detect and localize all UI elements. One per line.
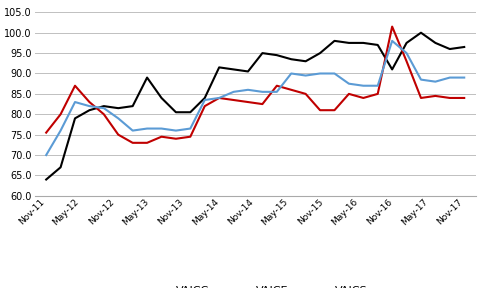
- VAICE: [245, 100, 251, 104]
- VAICC: [58, 166, 63, 169]
- VAICE: [43, 131, 49, 134]
- VAICS: [130, 129, 135, 132]
- VAICE: [317, 109, 323, 112]
- VAICE: [158, 135, 164, 139]
- VAICS: [86, 104, 92, 108]
- VAICE: [58, 113, 63, 116]
- VAICS: [404, 51, 409, 55]
- VAICE: [101, 113, 107, 116]
- VAICC: [332, 39, 337, 43]
- VAICS: [202, 98, 208, 102]
- VAICC: [274, 53, 280, 57]
- VAICC: [432, 41, 438, 45]
- VAICC: [360, 41, 366, 45]
- VAICE: [115, 133, 121, 137]
- VAICS: [43, 153, 49, 157]
- VAICC: [173, 111, 179, 114]
- VAICC: [216, 66, 222, 69]
- VAICS: [216, 96, 222, 100]
- VAICC: [418, 31, 424, 35]
- VAICS: [375, 84, 381, 88]
- VAICS: [58, 129, 63, 132]
- VAICC: [130, 104, 135, 108]
- VAICS: [158, 127, 164, 130]
- VAICE: [144, 141, 150, 145]
- VAICC: [115, 107, 121, 110]
- VAICS: [461, 76, 467, 79]
- VAICE: [231, 98, 237, 102]
- VAICC: [188, 111, 193, 114]
- VAICS: [245, 88, 251, 92]
- Legend: VAICC, VAICE, VAICS: VAICC, VAICE, VAICS: [138, 282, 372, 288]
- VAICS: [101, 107, 107, 110]
- VAICC: [260, 51, 265, 55]
- VAICE: [404, 60, 409, 63]
- VAICS: [303, 74, 309, 77]
- VAICE: [346, 92, 352, 96]
- VAICS: [418, 78, 424, 81]
- VAICE: [447, 96, 453, 100]
- VAICC: [86, 109, 92, 112]
- Line: VAICE: VAICE: [46, 26, 464, 143]
- VAICC: [389, 68, 395, 71]
- VAICE: [360, 96, 366, 100]
- VAICE: [274, 84, 280, 88]
- VAICC: [461, 45, 467, 49]
- VAICE: [173, 137, 179, 141]
- VAICS: [346, 82, 352, 86]
- VAICC: [245, 70, 251, 73]
- VAICC: [72, 117, 78, 120]
- VAICE: [389, 25, 395, 28]
- VAICC: [43, 178, 49, 181]
- VAICC: [317, 51, 323, 55]
- VAICE: [288, 88, 294, 92]
- VAICE: [86, 100, 92, 104]
- VAICS: [389, 39, 395, 43]
- VAICC: [144, 76, 150, 79]
- VAICC: [288, 58, 294, 61]
- Line: VAICS: VAICS: [46, 41, 464, 155]
- VAICS: [288, 72, 294, 75]
- VAICS: [360, 84, 366, 88]
- VAICE: [188, 135, 193, 139]
- VAICC: [158, 96, 164, 100]
- VAICC: [101, 104, 107, 108]
- VAICS: [173, 129, 179, 132]
- VAICC: [404, 41, 409, 45]
- VAICS: [332, 72, 337, 75]
- VAICC: [346, 41, 352, 45]
- VAICE: [216, 96, 222, 100]
- VAICC: [231, 68, 237, 71]
- VAICE: [418, 96, 424, 100]
- VAICS: [274, 90, 280, 94]
- VAICC: [447, 47, 453, 51]
- VAICS: [447, 76, 453, 79]
- VAICE: [432, 94, 438, 98]
- VAICE: [202, 104, 208, 108]
- VAICE: [260, 102, 265, 106]
- VAICS: [144, 127, 150, 130]
- VAICC: [375, 43, 381, 47]
- VAICS: [260, 90, 265, 94]
- VAICE: [375, 92, 381, 96]
- VAICE: [303, 92, 309, 96]
- VAICE: [332, 109, 337, 112]
- VAICC: [202, 96, 208, 100]
- VAICS: [231, 90, 237, 94]
- VAICS: [72, 100, 78, 104]
- VAICE: [130, 141, 135, 145]
- VAICS: [432, 80, 438, 84]
- VAICC: [303, 60, 309, 63]
- VAICS: [115, 117, 121, 120]
- VAICS: [188, 127, 193, 130]
- VAICE: [72, 84, 78, 88]
- VAICS: [317, 72, 323, 75]
- Line: VAICC: VAICC: [46, 33, 464, 179]
- VAICE: [461, 96, 467, 100]
